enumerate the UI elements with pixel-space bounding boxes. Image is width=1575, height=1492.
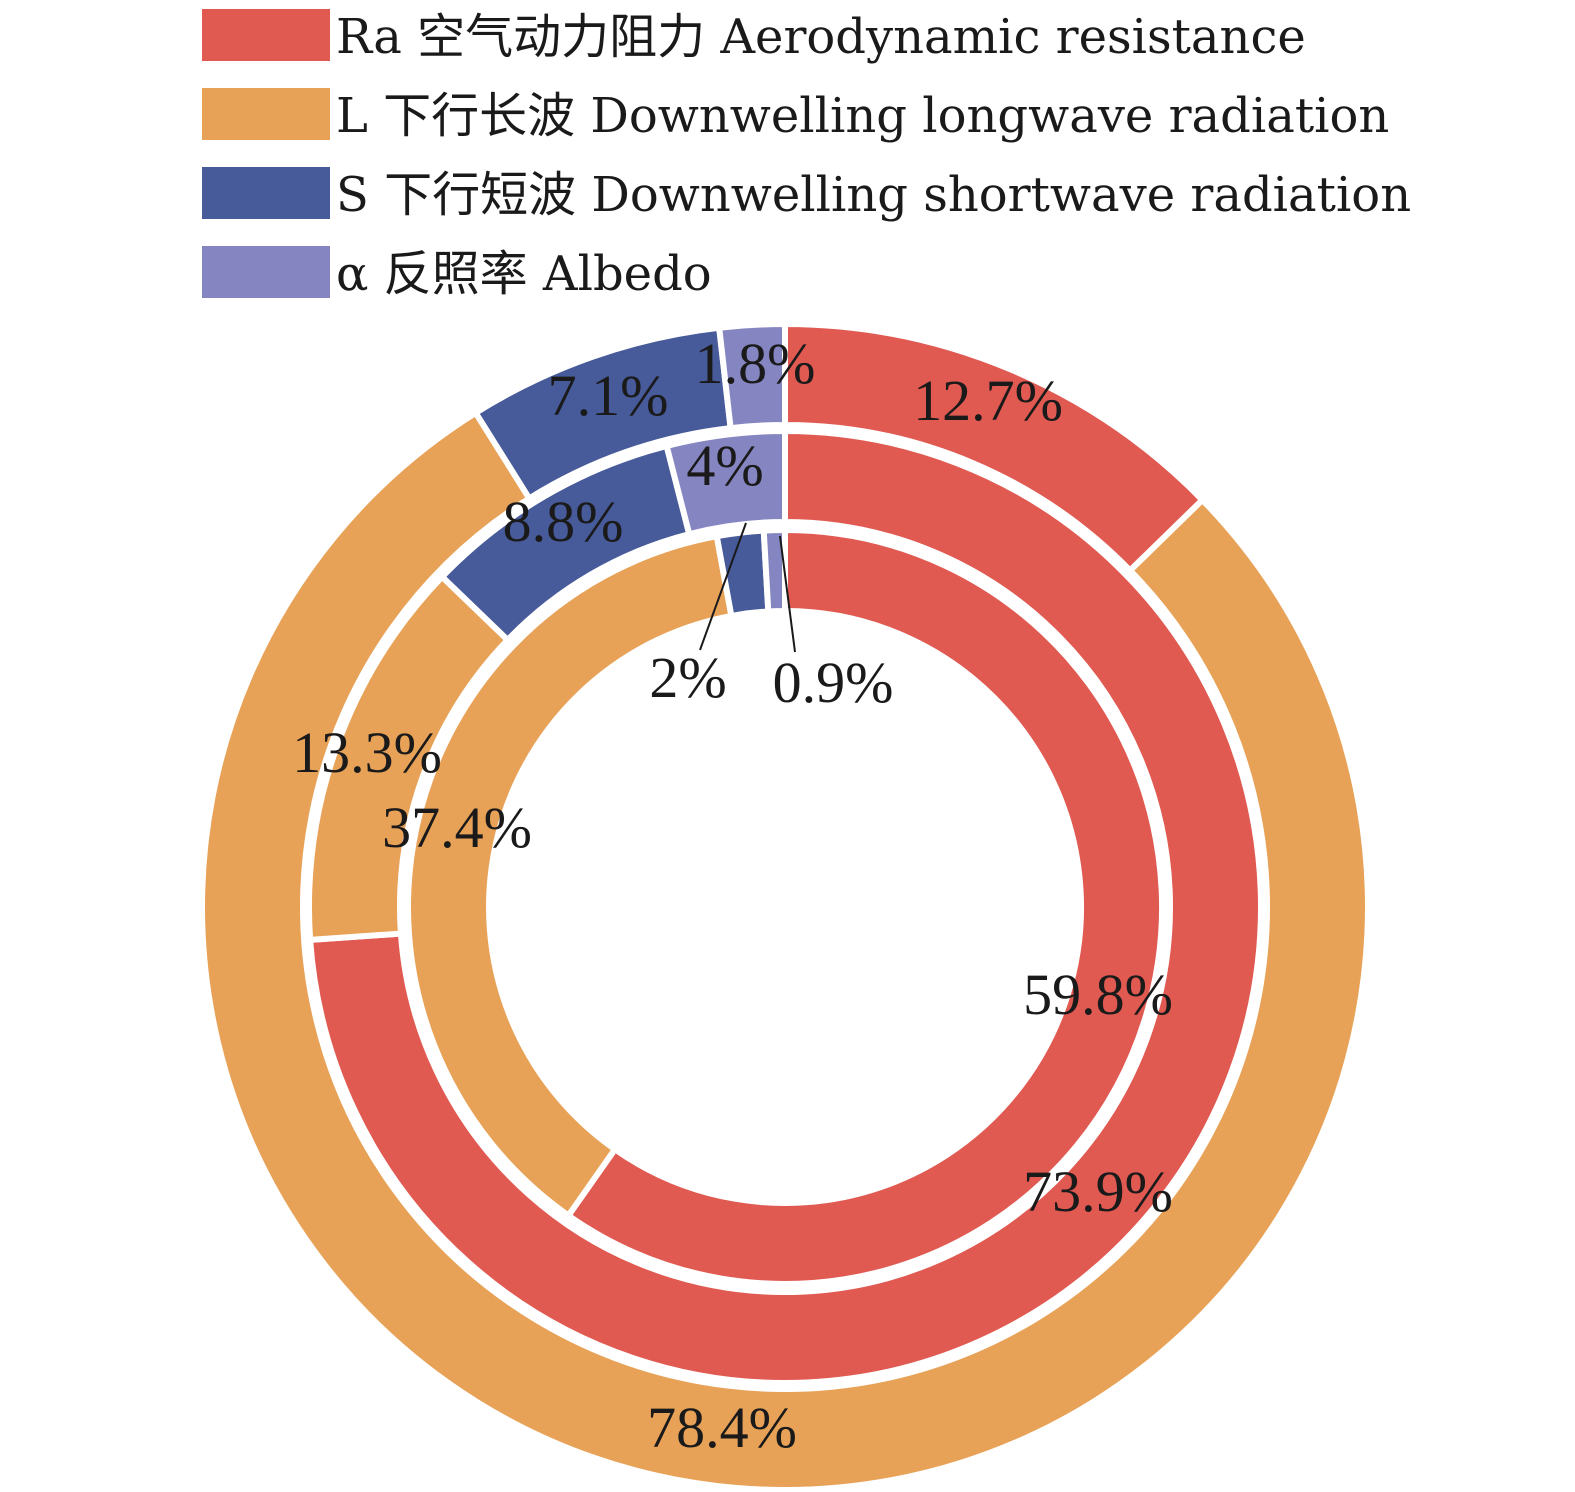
legend-swatch-s	[202, 167, 330, 219]
legend-swatch-alpha	[202, 246, 330, 298]
chart-rings	[199, 320, 1371, 1492]
middle-ring-slice-ra	[306, 427, 1264, 1386]
data-labels: 12.7% 78.4% 7.1% 1.8% 73.9% 13.3% 8.8% 4% 59.8% 3…	[292, 331, 1173, 1460]
middle-ring-slice-alpha	[662, 427, 788, 538]
outer-ring-label-alpha: 1.8%	[695, 331, 816, 396]
inner-ring-slice-alpha	[760, 526, 788, 615]
inner-ring-label-ra: 59.8%	[1023, 962, 1173, 1027]
inner-ring-label-s: 2%	[649, 645, 726, 710]
legend-item-s: S 下行短波 Downwelling shortwave radiation	[202, 167, 1411, 223]
outer-ring-slice-l	[199, 408, 1371, 1492]
legend-item-l: L 下行长波 Downwelling longwave radiation	[202, 88, 1389, 144]
inner-ring-leader-alpha	[779, 535, 796, 653]
outer-ring-slice-alpha	[715, 320, 788, 432]
middle-ring-label-l: 13.3%	[292, 720, 442, 785]
inner-ring-label-alpha: 0.9%	[773, 650, 894, 715]
inner-ring-leader-s	[699, 522, 747, 651]
middle-ring-label-alpha: 4%	[686, 433, 763, 498]
legend-label-alpha: α 反照率 Albedo	[336, 246, 712, 302]
chart-legend: Ra 空气动力阻力 Aerodynamic resistance L 下行长波 …	[202, 9, 1411, 302]
legend-item-ra: Ra 空气动力阻力 Aerodynamic resistance	[202, 9, 1306, 65]
legend-label-ra: Ra 空气动力阻力 Aerodynamic resistance	[336, 9, 1306, 65]
inner-ring-label-l: 37.4%	[382, 795, 532, 860]
legend-item-alpha: α 反照率 Albedo	[202, 246, 712, 302]
leader-lines	[699, 522, 796, 653]
middle-ring-label-s: 8.8%	[503, 489, 624, 554]
legend-swatch-ra	[202, 9, 330, 61]
middle-ring-label-ra: 73.9%	[1023, 1159, 1173, 1224]
legend-swatch-l	[202, 88, 330, 140]
outer-ring-label-ra: 12.7%	[913, 368, 1063, 433]
inner-ring-slice-ra	[564, 526, 1165, 1287]
outer-ring-label-s: 7.1%	[548, 363, 669, 428]
legend-label-l: L 下行长波 Downwelling longwave radiation	[336, 88, 1389, 144]
inner-ring-slice-l	[405, 532, 735, 1220]
legend-label-s: S 下行短波 Downwelling shortwave radiation	[336, 167, 1411, 223]
outer-ring-label-l: 78.4%	[647, 1395, 797, 1460]
